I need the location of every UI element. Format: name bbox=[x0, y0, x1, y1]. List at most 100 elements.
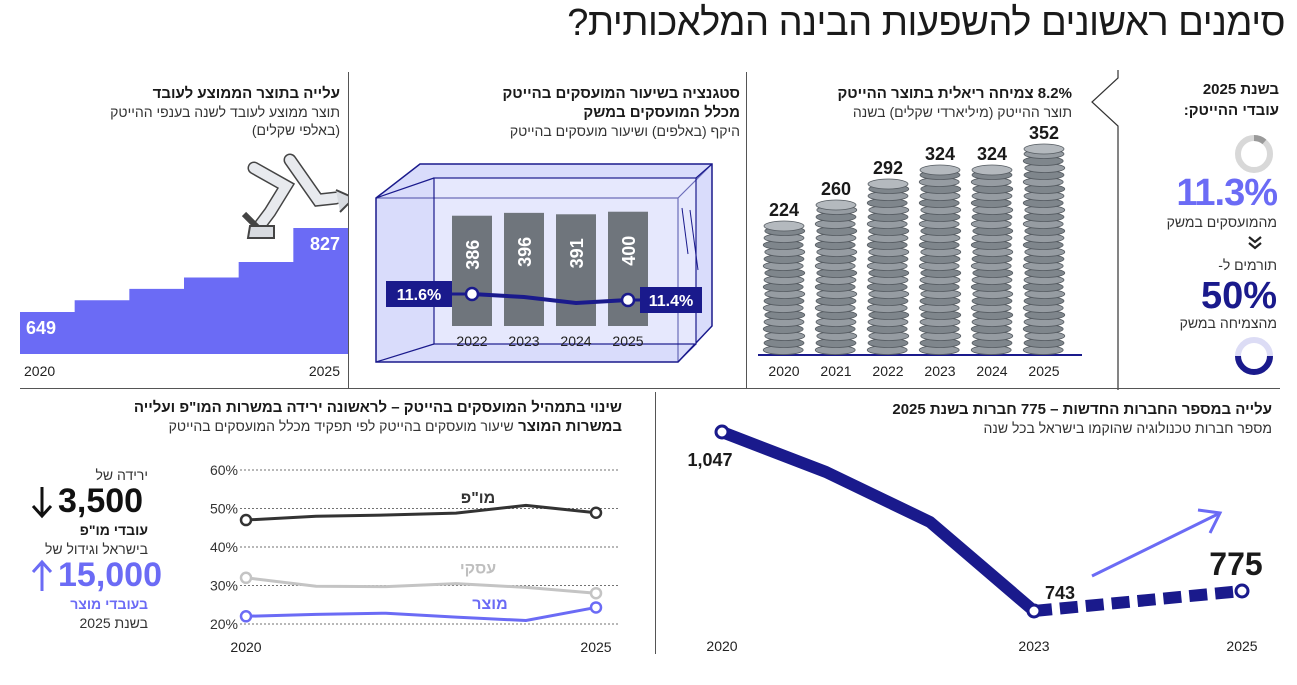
roles-x-label-start: 2020 bbox=[230, 639, 261, 655]
employment-panel-subtitle: היקף (באלפים) ושיעור מועסקים בהייטק bbox=[509, 123, 740, 139]
employment-panel-title-1: סטגנציה בשיעור המועסקים בהייטק bbox=[502, 85, 740, 102]
startups-panel-title: עלייה במספר החברות החדשות – 775 חברות בש… bbox=[892, 401, 1272, 418]
rd-drop-label: עובדי מו"פ bbox=[79, 522, 148, 538]
coin-value-label: 224 bbox=[769, 200, 799, 220]
product-rise-value: 15,000 bbox=[58, 556, 162, 594]
roles-series-line bbox=[245, 576, 597, 595]
output-panel-subtitle: תוצר ההייטק (מיליארדי שקלים) בשנה bbox=[852, 104, 1072, 120]
wage-x-label-end: 2025 bbox=[309, 363, 340, 379]
growth-contrib-label: תורמים ל- bbox=[1218, 257, 1277, 273]
roles-series-label: עסקי bbox=[460, 561, 496, 578]
coin-stack bbox=[970, 164, 1014, 355]
employment-year-label: 2023 bbox=[508, 333, 539, 349]
share-end-badge bbox=[640, 287, 702, 313]
climbing-legs-icon bbox=[241, 153, 348, 239]
employment-bar-label: 396 bbox=[515, 237, 535, 267]
coin-stack bbox=[918, 164, 962, 355]
divider-roles-startups bbox=[655, 392, 656, 654]
divider-wage-employment bbox=[348, 72, 349, 389]
roles-series-line bbox=[245, 503, 597, 522]
share-end-label: 11.4% bbox=[649, 293, 693, 310]
roles-series-end bbox=[589, 586, 603, 600]
divider-employment-output bbox=[746, 72, 747, 389]
roles-panel-header: שינוי בתמהיל המועסקים בהייטק – לראשונה י… bbox=[30, 398, 622, 436]
startups-x-label: 2023 bbox=[1018, 638, 1049, 654]
growth-contrib-ring bbox=[1235, 337, 1273, 375]
coin-value-label: 324 bbox=[977, 144, 1007, 164]
divider-horizontal bbox=[20, 388, 1280, 389]
roles-x-label-end: 2025 bbox=[580, 639, 611, 655]
wage-steps-area bbox=[20, 228, 348, 354]
coin-year-label: 2020 bbox=[768, 363, 799, 379]
coin-year-label: 2024 bbox=[976, 363, 1007, 379]
rd-drop-pre: ירידה של bbox=[95, 467, 149, 483]
wage-x-label-start: 2020 bbox=[24, 363, 55, 379]
startups-x-label: 2025 bbox=[1226, 638, 1257, 654]
startups-panel-subtitle: מספר חברות טכנולוגיה שהוקמו בישראל בכל ש… bbox=[983, 420, 1272, 436]
coin-stack bbox=[762, 220, 806, 355]
startups-last-label: 775 bbox=[1209, 546, 1262, 582]
employment-panel-title-2: מכלל המועסקים במשק bbox=[583, 104, 740, 121]
output-panel-header: 8.2% צמיחה ריאלית בתוצר ההייטק תוצר ההיי… bbox=[756, 84, 1072, 121]
coin-year-label: 2023 bbox=[924, 363, 955, 379]
roles-series-label: מוצר bbox=[472, 596, 507, 613]
growth-contrib-suffix: מהצמיחה במשק bbox=[1179, 315, 1277, 331]
roles-series-end bbox=[589, 601, 603, 614]
employment-share-label: מהמועסקים במשק bbox=[1166, 214, 1277, 230]
coin-value-label: 292 bbox=[873, 158, 903, 178]
startups-panel-header: עלייה במספר החברות החדשות – 775 חברות בש… bbox=[668, 400, 1272, 437]
output-panel-title: 8.2% צמיחה ריאלית בתוצר ההייטק bbox=[837, 85, 1072, 102]
arrow-down-icon bbox=[31, 486, 53, 518]
roles-chart: 60% 50% 40% 30% 20% מו"פ עסקי מוצר 2020 2025 bbox=[210, 462, 620, 655]
wage-start-label: 649 bbox=[26, 318, 56, 338]
growth-contrib-value: 50% bbox=[1200, 275, 1277, 317]
roles-panel-title-1: שינוי בתמהיל המועסקים בהייטק – לראשונה י… bbox=[133, 399, 622, 416]
coin-stack bbox=[866, 178, 910, 355]
workers-heading-2: עובדי ההייטק: bbox=[1183, 102, 1279, 119]
startups-solid-line bbox=[719, 426, 1038, 616]
arrow-up-icon bbox=[31, 559, 53, 591]
wage-end-label: 827 bbox=[310, 234, 340, 254]
share-end-point bbox=[620, 292, 636, 308]
workers-bracket bbox=[1091, 70, 1119, 390]
employment-chart: 386 2022 396 2023 391 2024 400 2025 11.6% 11.4% bbox=[375, 163, 713, 363]
wage-chart: 649 827 2020 2025 bbox=[20, 153, 348, 379]
startups-first-point bbox=[714, 424, 730, 440]
double-chevron-down-icon bbox=[1248, 236, 1262, 250]
employment-panel-header: סטגנציה בשיעור המועסקים בהייטק מכלל המוע… bbox=[356, 84, 740, 140]
employment-bar bbox=[452, 215, 492, 326]
employment-bar bbox=[556, 214, 596, 326]
wage-panel-header: עלייה בתוצר הממוצע לעובד תוצר ממוצע לעוב… bbox=[24, 84, 340, 139]
roles-y-tick: 20% bbox=[210, 616, 238, 632]
year-note: בשנת 2025 bbox=[79, 615, 148, 631]
coin-value-label: 324 bbox=[925, 144, 955, 164]
roles-series-line bbox=[245, 605, 597, 623]
startups-min-point bbox=[1026, 603, 1042, 619]
wage-panel-subtitle-1: תוצר ממוצע לעובד לשנה בענפי ההייטק bbox=[110, 104, 340, 120]
startups-dashed-line bbox=[1033, 585, 1243, 617]
rd-drop-value: 3,500 bbox=[58, 482, 144, 520]
share-start-point bbox=[464, 286, 480, 302]
coin-stack bbox=[814, 199, 858, 355]
coin-year-label: 2021 bbox=[820, 363, 851, 379]
roles-callouts: ירידה של 3,500 עובדי מו"פ בישראל וגידול … bbox=[30, 466, 182, 632]
roles-panel-subtitle: שיעור מועסקים בהייטק לפי תפקיד מכלל המוע… bbox=[168, 418, 514, 434]
coin-year-label: 2025 bbox=[1028, 363, 1059, 379]
employment-bar-label: 400 bbox=[619, 236, 639, 266]
coin-year-label: 2022 bbox=[872, 363, 903, 379]
roles-series-start bbox=[239, 513, 253, 527]
workers-heading-1: בשנת 2025 bbox=[1202, 81, 1279, 98]
employment-share-line bbox=[471, 292, 629, 306]
roles-series-start bbox=[239, 610, 253, 623]
employment-year-label: 2024 bbox=[560, 333, 591, 349]
roles-series-label: מו"פ bbox=[461, 490, 495, 507]
share-start-label: 11.6% bbox=[397, 287, 441, 304]
wage-panel-title: עלייה בתוצר הממוצע לעובד bbox=[152, 85, 340, 102]
startups-first-label: 1,047 bbox=[687, 450, 732, 470]
employment-year-label: 2022 bbox=[456, 333, 487, 349]
product-rise-label: בעובדי מוצר bbox=[70, 596, 148, 612]
roles-y-tick: 40% bbox=[210, 539, 238, 555]
startups-x-label: 2020 bbox=[706, 638, 737, 654]
wage-panel-subtitle-2: (באלפי שקלים) bbox=[251, 122, 340, 138]
roles-panel-title-2: במשרות המוצר bbox=[518, 418, 622, 435]
